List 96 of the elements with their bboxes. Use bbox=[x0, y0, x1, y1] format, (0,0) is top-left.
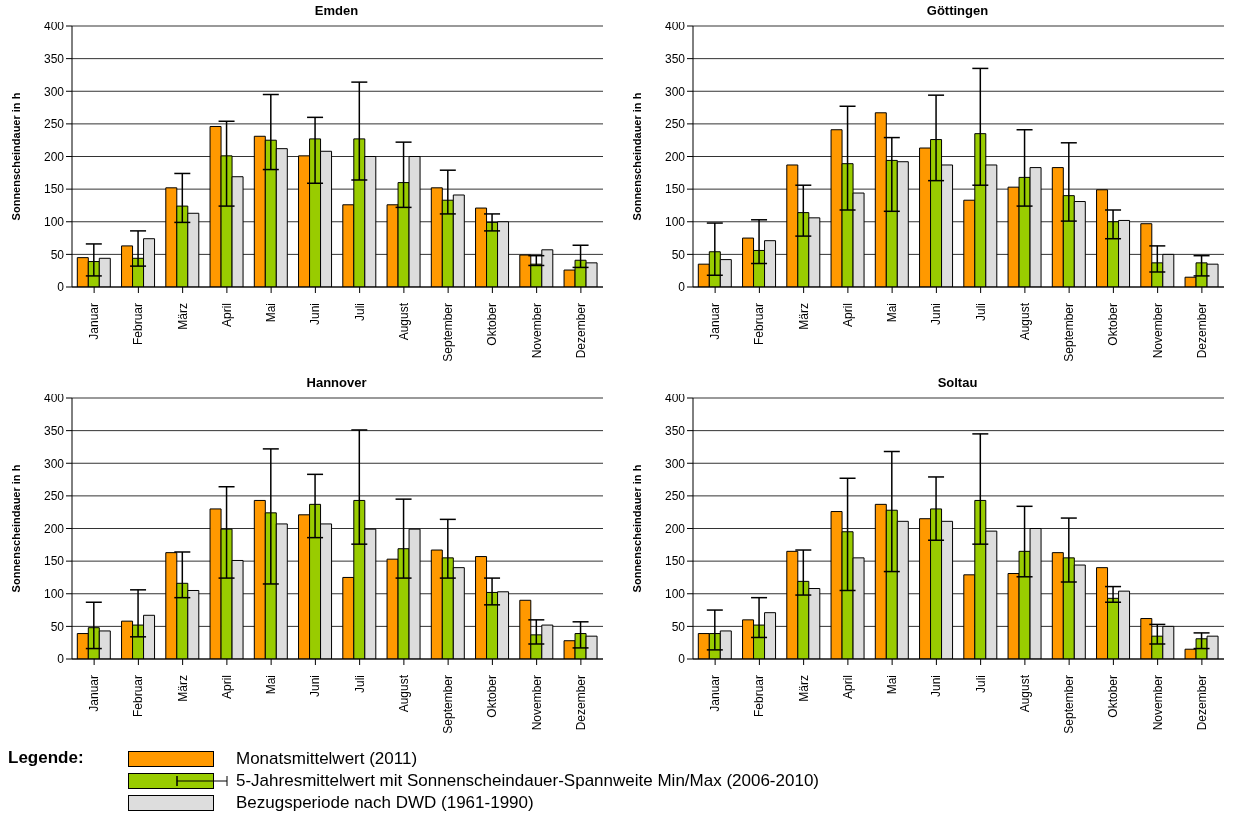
y-tick-label: 0 bbox=[57, 652, 65, 667]
y-tick-label: 50 bbox=[50, 247, 65, 262]
y-tick-label: 50 bbox=[671, 619, 686, 634]
x-tick-label: März bbox=[175, 675, 190, 702]
x-tick-label: Juli bbox=[352, 675, 367, 694]
x-tick-label: Februar bbox=[752, 675, 767, 718]
x-tick-label: Juni bbox=[308, 675, 323, 698]
x-tick-label: Mai bbox=[264, 303, 279, 323]
legend-label: Bezugsperiode nach DWD (1961-1990) bbox=[236, 793, 534, 813]
y-tick-label: 250 bbox=[43, 489, 65, 504]
x-tick-label: Dezember bbox=[573, 675, 588, 731]
y-tick-label: 400 bbox=[43, 391, 65, 406]
x-tick-label: Oktober bbox=[1106, 303, 1121, 346]
x-tick-label: Januar bbox=[87, 303, 102, 340]
x-tick-label: August bbox=[1017, 302, 1032, 341]
y-tick-label: 300 bbox=[43, 456, 65, 471]
x-tick-label: Juli bbox=[352, 303, 367, 322]
x-tick-label: Februar bbox=[752, 303, 767, 346]
y-tick-label: 250 bbox=[43, 117, 65, 132]
x-tick-label: Juli bbox=[973, 675, 988, 694]
x-tick-label: März bbox=[796, 303, 811, 330]
x-tick-label: August bbox=[396, 302, 411, 341]
y-axis-title: Sonnenscheindauer in h bbox=[9, 464, 22, 593]
x-tick-label: Juli bbox=[973, 303, 988, 322]
y-tick-label: 150 bbox=[664, 182, 686, 197]
x-tick-label: März bbox=[175, 303, 190, 330]
y-tick-label: 0 bbox=[678, 652, 686, 667]
y-tick-label: 400 bbox=[43, 19, 65, 34]
y-tick-label: 350 bbox=[664, 51, 686, 66]
y-tick-label: 50 bbox=[50, 619, 65, 634]
legend-label: Monatsmittelwert (2011) bbox=[236, 749, 418, 769]
chart-title: Soltau bbox=[937, 375, 978, 390]
x-tick-label: Januar bbox=[708, 303, 723, 340]
y-tick-label: 300 bbox=[664, 84, 686, 99]
y-tick-label: 100 bbox=[664, 215, 686, 230]
x-tick-label: April bbox=[840, 675, 855, 700]
x-tick-label: Juni bbox=[308, 303, 323, 326]
legend-title: Legende: bbox=[8, 748, 85, 769]
y-tick-label: 150 bbox=[43, 554, 65, 569]
y-tick-label: 300 bbox=[43, 84, 65, 99]
x-tick-label: Dezember bbox=[573, 303, 588, 359]
y-tick-label: 350 bbox=[43, 51, 65, 66]
x-tick-label: Januar bbox=[87, 675, 102, 712]
x-tick-label: November bbox=[529, 303, 544, 359]
x-tick-label: Dezember bbox=[1194, 675, 1209, 731]
x-tick-label: September bbox=[441, 303, 456, 362]
y-tick-label: 150 bbox=[664, 554, 686, 569]
y-axis-title: Sonnenscheindauer in h bbox=[9, 92, 22, 221]
chart-title: Emden bbox=[314, 3, 359, 18]
y-tick-label: 300 bbox=[664, 456, 686, 471]
y-tick-label: 200 bbox=[43, 149, 65, 164]
y-tick-label: 350 bbox=[43, 423, 65, 438]
y-tick-label: 0 bbox=[57, 280, 65, 295]
x-tick-label: September bbox=[1062, 303, 1077, 362]
legend-label: 5-Jahresmittelwert mit Sonnenscheindauer-Spannweite Min/Max (2006-2010) bbox=[236, 771, 820, 791]
x-tick-label: November bbox=[529, 675, 544, 731]
y-axis-title: Sonnenscheindauer in h bbox=[630, 92, 643, 221]
x-tick-label: September bbox=[441, 675, 456, 734]
x-tick-label: April bbox=[219, 675, 234, 700]
y-tick-label: 100 bbox=[664, 587, 686, 602]
x-tick-label: Mai bbox=[885, 303, 900, 323]
x-tick-label: Januar bbox=[708, 675, 723, 712]
chart-title: Göttingen bbox=[926, 3, 989, 18]
y-tick-label: 100 bbox=[43, 215, 65, 230]
y-tick-label: 200 bbox=[664, 521, 686, 536]
y-tick-label: 150 bbox=[43, 182, 65, 197]
x-tick-label: November bbox=[1150, 675, 1165, 731]
y-tick-label: 400 bbox=[664, 19, 686, 34]
x-tick-label: Februar bbox=[131, 303, 146, 346]
x-tick-label: Mai bbox=[264, 675, 279, 695]
x-tick-label: Dezember bbox=[1194, 303, 1209, 359]
chart-title: Hannover bbox=[306, 375, 367, 390]
x-tick-label: Mai bbox=[885, 675, 900, 695]
x-tick-label: Oktober bbox=[1106, 675, 1121, 718]
x-tick-label: September bbox=[1062, 675, 1077, 734]
x-tick-label: Februar bbox=[131, 675, 146, 718]
y-tick-label: 0 bbox=[678, 280, 686, 295]
x-tick-label: April bbox=[219, 303, 234, 328]
y-tick-label: 200 bbox=[664, 149, 686, 164]
x-tick-label: November bbox=[1150, 303, 1165, 359]
y-tick-label: 250 bbox=[664, 117, 686, 132]
x-tick-label: Oktober bbox=[485, 675, 500, 718]
x-tick-label: Oktober bbox=[485, 303, 500, 346]
x-tick-label: März bbox=[796, 675, 811, 702]
x-tick-label: April bbox=[840, 303, 855, 328]
y-tick-label: 50 bbox=[671, 247, 686, 262]
y-tick-label: 350 bbox=[664, 423, 686, 438]
y-axis-title: Sonnenscheindauer in h bbox=[630, 464, 643, 593]
y-tick-label: 200 bbox=[43, 521, 65, 536]
y-tick-label: 400 bbox=[664, 391, 686, 406]
x-tick-label: August bbox=[396, 674, 411, 713]
y-tick-label: 100 bbox=[43, 587, 65, 602]
x-tick-label: Juni bbox=[929, 303, 944, 326]
x-tick-label: Juni bbox=[929, 675, 944, 698]
y-tick-label: 250 bbox=[664, 489, 686, 504]
x-tick-label: August bbox=[1017, 674, 1032, 713]
